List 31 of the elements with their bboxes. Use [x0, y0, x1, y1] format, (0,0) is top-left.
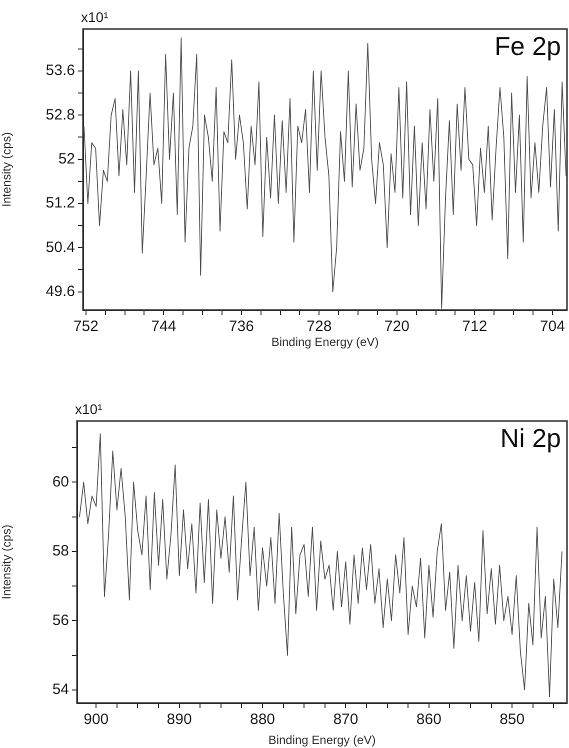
chart-title: Fe 2p: [494, 31, 561, 62]
y-axis-title: Intensity (cps): [0, 132, 14, 207]
y-tick-label: 52: [58, 150, 75, 168]
y-tick-label: 58: [52, 542, 69, 560]
text: x10¹: [75, 400, 103, 417]
y-tick-label: 56: [52, 612, 69, 629]
y-tick-label: 52.8: [46, 106, 75, 124]
y-tick-label: 51.2: [46, 194, 75, 212]
x-axis-title: Binding Energy (eV): [271, 335, 379, 350]
y-tick-label: 54: [52, 680, 69, 698]
x-tick-label: 728: [306, 318, 332, 336]
x-tick-label: 850: [500, 711, 525, 728]
y-tick-label: 60: [52, 473, 69, 490]
x-tick-label: 880: [250, 711, 276, 728]
y-tick-label: 53.6: [46, 62, 75, 80]
x-tick-label: 712: [462, 318, 488, 336]
x-tick-label: 890: [166, 711, 192, 728]
x-tick-label: 752: [73, 318, 98, 336]
x-tick-label: 900: [84, 711, 109, 728]
x-tick-label: 736: [228, 318, 254, 336]
x-axis-title: Binding Energy (eV): [268, 733, 376, 748]
x-tick-label: 744: [151, 318, 176, 336]
x-tick-label: 720: [384, 318, 410, 336]
y-tick-label: 50.4: [46, 238, 75, 256]
x-tick-label: 704: [540, 318, 565, 336]
x-tick-label: 860: [416, 711, 442, 728]
chart-title: Ni 2p: [500, 423, 561, 454]
x-tick-label: 870: [333, 711, 358, 728]
y-axis-title: Intensity (cps): [0, 524, 14, 600]
y-tick-label: 49.6: [46, 282, 75, 300]
text: x10¹: [81, 8, 109, 25]
